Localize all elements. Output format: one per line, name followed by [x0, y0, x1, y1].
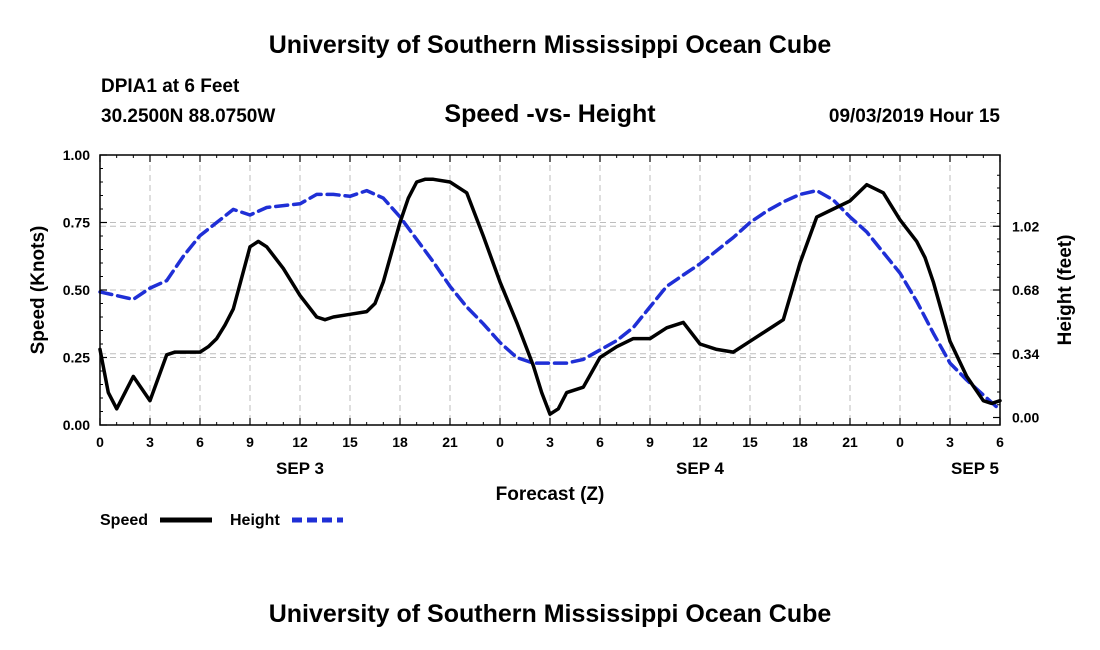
- x-tick-label: 0: [896, 434, 904, 450]
- y2-tick-label: 0.00: [1012, 410, 1039, 426]
- x-tick-label: 3: [546, 434, 554, 450]
- x-tick-label: 3: [946, 434, 954, 450]
- legend-label-speed: Speed: [100, 512, 148, 529]
- date-label: SEP 5: [951, 459, 999, 478]
- y2-tick-label: 0.68: [1012, 282, 1039, 298]
- station-label: DPIA1 at 6 Feet: [101, 76, 240, 97]
- x-tick-label: 12: [692, 434, 708, 450]
- x-tick-label: 21: [842, 434, 858, 450]
- y-axis-title: Speed (Knots): [28, 226, 49, 355]
- y-tick-label: 0.00: [63, 417, 90, 433]
- x-tick-label: 6: [996, 434, 1004, 450]
- x-tick-label: 18: [392, 434, 408, 450]
- y-tick-label: 0.50: [63, 282, 90, 298]
- x-tick-label: 15: [342, 434, 358, 450]
- x-tick-label: 18: [792, 434, 808, 450]
- coordinates-label: 30.2500N 88.0750W: [101, 106, 276, 127]
- x-tick-label: 3: [146, 434, 154, 450]
- y-tick-label: 1.00: [63, 147, 90, 163]
- y2-tick-label: 0.34: [1012, 346, 1039, 362]
- y2-tick-label: 1.02: [1012, 218, 1039, 234]
- forecast-datetime: 09/03/2019 Hour 15: [828, 106, 1000, 127]
- x-tick-label: 6: [196, 434, 204, 450]
- page-title: University of Southern Mississippi Ocean…: [268, 31, 832, 59]
- x-axis-title: Forecast (Z): [496, 484, 605, 505]
- x-tick-label: 9: [646, 434, 654, 450]
- axis-labels: 0 3 6 9 12 15 18 21 0 3 6 9 12 15 18 21 0 3 6 0.00 0.25 0.50 0…: [63, 147, 1040, 478]
- series-lines: [98, 177, 1002, 416]
- footer-title: University of Southern Mississippi Ocean…: [268, 600, 832, 628]
- y-tick-label: 0.75: [63, 215, 90, 231]
- series-line-speed: [98, 177, 1002, 416]
- x-tick-label: 9: [246, 434, 254, 450]
- date-label: SEP 3: [276, 459, 324, 478]
- series-line-height: [98, 188, 1002, 412]
- x-tick-label: 0: [496, 434, 504, 450]
- x-tick-label: 15: [742, 434, 758, 450]
- x-tick-label: 12: [292, 434, 308, 450]
- x-tick-label: 0: [96, 434, 104, 450]
- legend-label-height: Height: [230, 512, 280, 529]
- chart-subtitle: Speed -vs- Height: [444, 100, 656, 128]
- date-label: SEP 4: [676, 459, 724, 478]
- grid-lines: [100, 155, 1000, 425]
- legend: Speed Height: [100, 512, 343, 529]
- x-tick-label: 21: [442, 434, 458, 450]
- x-tick-label: 6: [596, 434, 604, 450]
- y-tick-label: 0.25: [63, 350, 90, 366]
- y2-axis-title: Height (feet): [1055, 235, 1076, 346]
- axis-ticks: [99, 154, 1001, 426]
